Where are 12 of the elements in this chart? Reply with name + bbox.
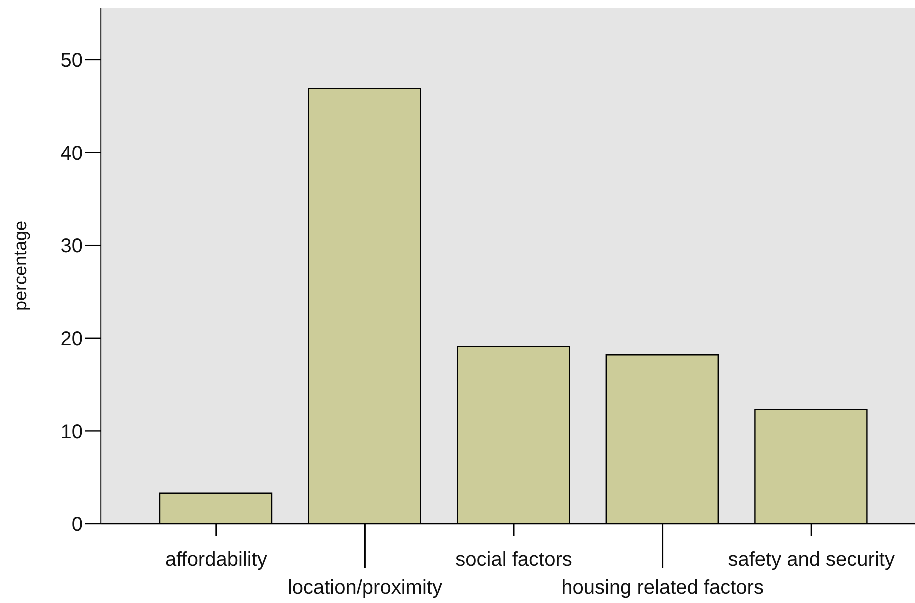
y-tick-label: 40 xyxy=(60,142,83,165)
y-tick-label: 20 xyxy=(60,328,83,350)
y-tick-label: 30 xyxy=(60,236,83,258)
x-tick-label: social factors xyxy=(456,549,572,571)
x-tick-label: affordability xyxy=(165,549,268,571)
x-tick-label: housing related factors xyxy=(562,577,764,599)
y-axis-title: percentage xyxy=(10,220,30,312)
y-tick-label: 10 xyxy=(60,421,83,444)
y-tick-label: 0 xyxy=(72,514,83,536)
x-tick-label: location/proximity xyxy=(288,577,442,599)
y-tick-label: 50 xyxy=(60,50,83,72)
x-tick-label: safety and security xyxy=(728,549,895,571)
